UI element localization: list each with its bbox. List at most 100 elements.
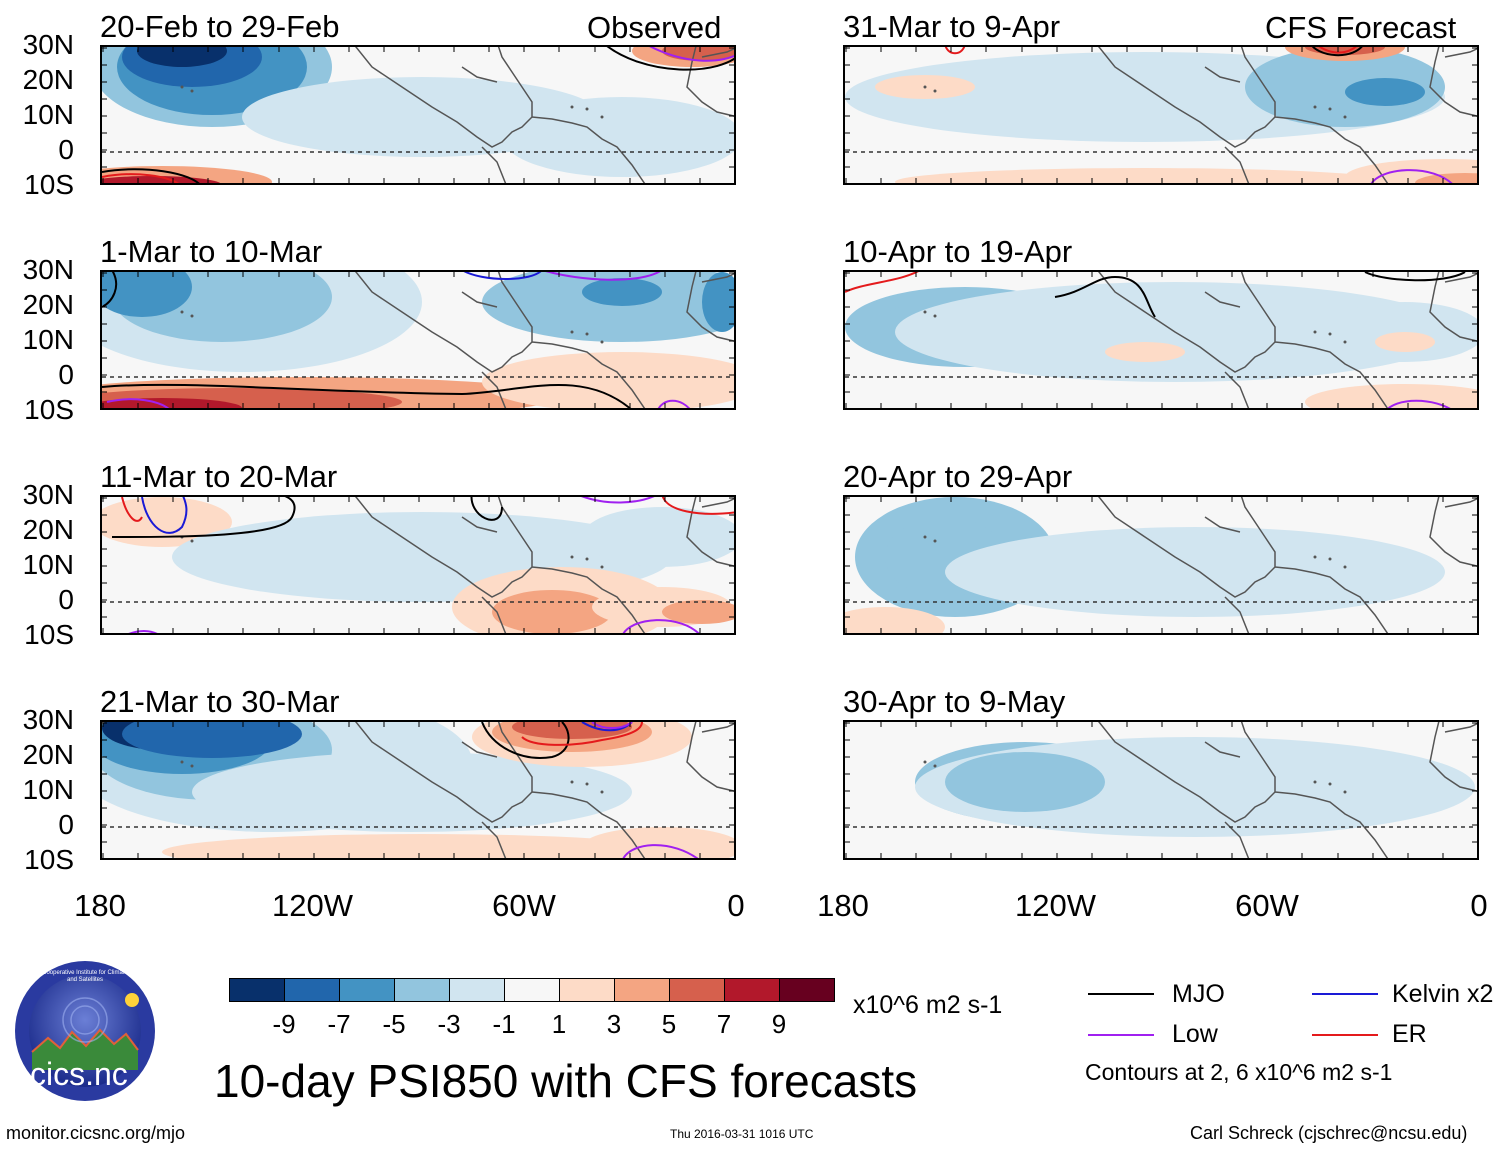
colorbar-swatch — [614, 978, 670, 1002]
colorbar-label: -7 — [327, 1009, 351, 1039]
lon-tick-label: 60W — [492, 888, 556, 923]
map-field — [102, 47, 734, 183]
contour-line — [1311, 47, 1363, 57]
lat-tick-label: 0 — [58, 584, 74, 615]
island — [1343, 340, 1347, 344]
contour-line — [1054, 275, 1156, 318]
contour-line — [521, 722, 643, 746]
lat-tick-label: 20N — [22, 64, 74, 95]
island — [1343, 565, 1347, 569]
colorbar-swatch — [449, 978, 505, 1002]
logo-text: cics.nc — [30, 1056, 128, 1092]
colorbar-label: -9 — [272, 1009, 296, 1039]
lat-tick-label: 0 — [58, 134, 74, 165]
anomaly-shading — [945, 752, 1105, 812]
island — [570, 105, 574, 109]
lat-tick-label: 10N — [22, 324, 74, 355]
island — [1313, 330, 1317, 334]
anomaly-shading — [1345, 78, 1425, 106]
contour-line — [102, 173, 179, 183]
island — [933, 89, 937, 93]
lat-tick-label: 20N — [22, 739, 74, 770]
anomaly-shading — [895, 168, 1395, 183]
lat-tick-label: 10S — [24, 619, 74, 650]
panel-title: 31-Mar to 9-Apr — [843, 9, 1061, 44]
coastline — [1098, 47, 1477, 183]
lat-tick-label: 10N — [22, 774, 74, 805]
lat-tick-label: 0 — [58, 809, 74, 840]
lon-tick-label: 180 — [74, 888, 126, 923]
logo-emblem-icon — [15, 961, 155, 1101]
map-panel — [100, 270, 736, 410]
island — [1328, 782, 1332, 786]
lat-tick-label: 30N — [22, 29, 74, 60]
footer-url[interactable]: monitor.cicsnc.org/mjo — [6, 1123, 186, 1143]
island — [1328, 332, 1332, 336]
island — [190, 314, 194, 318]
lat-tick-label: 20N — [22, 289, 74, 320]
legend-label-kelvin: Kelvin x2 — [1392, 980, 1494, 1008]
contour-line — [470, 497, 503, 521]
panel-title: 30-Apr to 9-May — [843, 684, 1066, 719]
lat-tick-label: 0 — [58, 359, 74, 390]
island — [585, 557, 589, 561]
island — [600, 790, 604, 794]
map-field — [102, 722, 734, 858]
legend-label-mjo: MJO — [1172, 980, 1225, 1008]
panel-title: 20-Apr to 29-Apr — [843, 459, 1073, 494]
colorbar-label: 5 — [661, 1009, 677, 1039]
map-panel — [843, 495, 1479, 635]
panel-title: 10-Apr to 19-Apr — [843, 234, 1073, 269]
island — [933, 764, 937, 768]
panel-title: 21-Mar to 30-Mar — [100, 684, 340, 719]
anomaly-shading — [102, 398, 242, 408]
coastline — [1098, 272, 1477, 408]
lat-tick-label: 30N — [22, 704, 74, 735]
island — [923, 310, 927, 314]
anomaly-shading — [137, 47, 227, 67]
map-panel — [100, 45, 736, 185]
observed-label: Observed — [587, 10, 722, 45]
colorbar-swatch — [724, 978, 780, 1002]
colorbar-label: -5 — [382, 1009, 406, 1039]
lon-tick-label: 0 — [727, 888, 745, 923]
logo-ring-text: Cooperative Institute for Climate and Sa… — [42, 970, 128, 983]
colorbar-label: -3 — [437, 1009, 461, 1039]
island — [585, 332, 589, 336]
contours-note: Contours at 2, 6 x10^6 m2 s-1 — [1085, 1059, 1393, 1085]
colorbar-units: x10^6 m2 s-1 — [853, 991, 1003, 1019]
anomaly-shading — [582, 827, 734, 858]
map-panel — [843, 720, 1479, 860]
colorbar-swatch — [669, 978, 725, 1002]
island — [180, 310, 184, 314]
island — [570, 330, 574, 334]
island — [180, 760, 184, 764]
island — [933, 539, 937, 543]
contour-line — [128, 630, 158, 633]
contour-line — [944, 47, 966, 55]
contour-line — [649, 47, 734, 62]
contour-line — [481, 722, 570, 759]
island — [923, 760, 927, 764]
anomaly-shading — [162, 834, 682, 858]
cics-logo: cics.nc Cooperative Institute for Climat… — [14, 960, 156, 1102]
legend-label-er: ER — [1392, 1020, 1427, 1048]
panel-title: 11-Mar to 20-Mar — [100, 459, 338, 494]
island — [600, 340, 604, 344]
contour-line — [102, 383, 632, 408]
contour-line — [141, 497, 188, 534]
colorbar-label: 9 — [771, 1009, 787, 1039]
island — [600, 115, 604, 119]
island — [1328, 557, 1332, 561]
island — [1313, 780, 1317, 784]
contour-line — [606, 47, 734, 71]
colorbar-label: -1 — [492, 1009, 516, 1039]
colorbar-swatch — [394, 978, 450, 1002]
anomaly-shading — [945, 527, 1445, 617]
coastline — [1098, 497, 1477, 633]
map-field — [845, 497, 1477, 633]
anomaly-shading — [482, 272, 734, 342]
panel-title: 20-Feb to 29-Feb — [100, 9, 340, 44]
lon-tick-label: 0 — [1470, 888, 1488, 923]
colorbar-swatch — [284, 978, 340, 1002]
